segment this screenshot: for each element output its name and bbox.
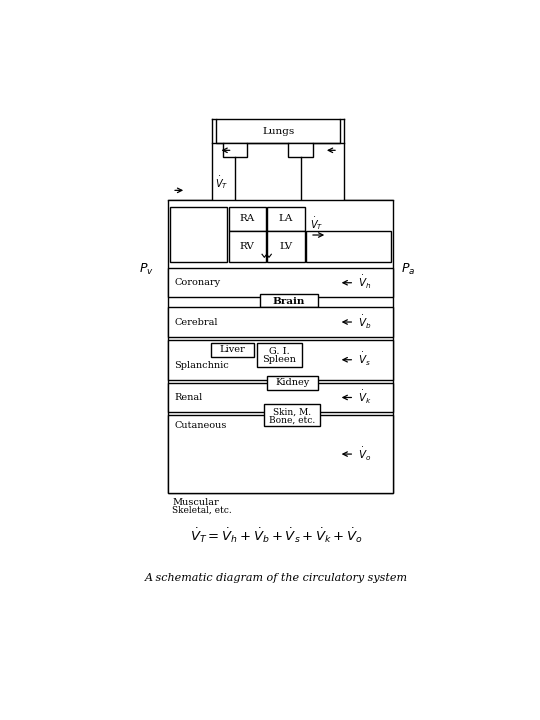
Bar	[306, 231, 392, 262]
Bar	[168, 307, 393, 337]
Bar	[217, 119, 340, 143]
Text: Kidney: Kidney	[275, 378, 310, 387]
Bar	[168, 200, 393, 493]
Bar	[168, 415, 393, 493]
Text: $P_a$: $P_a$	[401, 262, 416, 277]
Bar	[222, 143, 247, 157]
Text: $\dot{V}_k$: $\dot{V}_k$	[358, 389, 372, 406]
Text: Splanchnic: Splanchnic	[174, 361, 229, 370]
Text: $\dot{V}_o$: $\dot{V}_o$	[358, 446, 372, 462]
Bar	[229, 207, 266, 231]
Text: $\dot{V}_T$: $\dot{V}_T$	[215, 174, 228, 191]
Bar	[260, 294, 318, 307]
Bar	[267, 231, 305, 262]
Text: Bone, etc.: Bone, etc.	[269, 415, 315, 424]
Text: G. I.: G. I.	[269, 347, 289, 356]
Text: Skeletal, etc.: Skeletal, etc.	[172, 505, 232, 514]
Bar	[267, 376, 318, 390]
Text: $\dot{V}_T$: $\dot{V}_T$	[310, 215, 323, 232]
Bar	[256, 343, 301, 367]
Bar	[168, 340, 393, 379]
Text: Renal: Renal	[174, 393, 202, 402]
Bar	[229, 231, 266, 262]
Text: $\dot{V}_T = \dot{V}_h + \dot{V}_b + \dot{V}_s + \dot{V}_k + \dot{V}_o$: $\dot{V}_T = \dot{V}_h + \dot{V}_b + \do…	[190, 526, 363, 544]
Bar	[265, 405, 320, 426]
Bar	[267, 207, 305, 231]
Bar	[168, 383, 393, 412]
Bar	[170, 207, 227, 262]
Text: Coronary: Coronary	[174, 278, 220, 287]
Text: LV: LV	[280, 242, 293, 251]
Text: $\dot{V}_b$: $\dot{V}_b$	[358, 313, 372, 330]
Bar	[168, 268, 393, 297]
Text: Skin, M.: Skin, M.	[273, 408, 312, 417]
Bar	[288, 143, 313, 157]
Text: Lungs: Lungs	[262, 127, 294, 135]
Text: $\dot{V}_h$: $\dot{V}_h$	[358, 274, 372, 292]
Text: $P_v$: $P_v$	[139, 262, 154, 277]
Text: Liver: Liver	[219, 345, 245, 354]
Text: $\dot{V}_s$: $\dot{V}_s$	[358, 351, 371, 368]
Text: Muscular: Muscular	[172, 498, 219, 507]
Text: RV: RV	[240, 242, 255, 251]
Text: Cutaneous: Cutaneous	[174, 420, 227, 430]
Text: Cerebral: Cerebral	[174, 318, 218, 326]
Text: Spleen: Spleen	[262, 355, 296, 364]
Bar	[211, 343, 253, 356]
Text: Brain: Brain	[273, 297, 305, 306]
Text: LA: LA	[279, 215, 293, 223]
Text: A schematic diagram of the circulatory system: A schematic diagram of the circulatory s…	[145, 572, 408, 582]
Text: RA: RA	[240, 215, 255, 223]
